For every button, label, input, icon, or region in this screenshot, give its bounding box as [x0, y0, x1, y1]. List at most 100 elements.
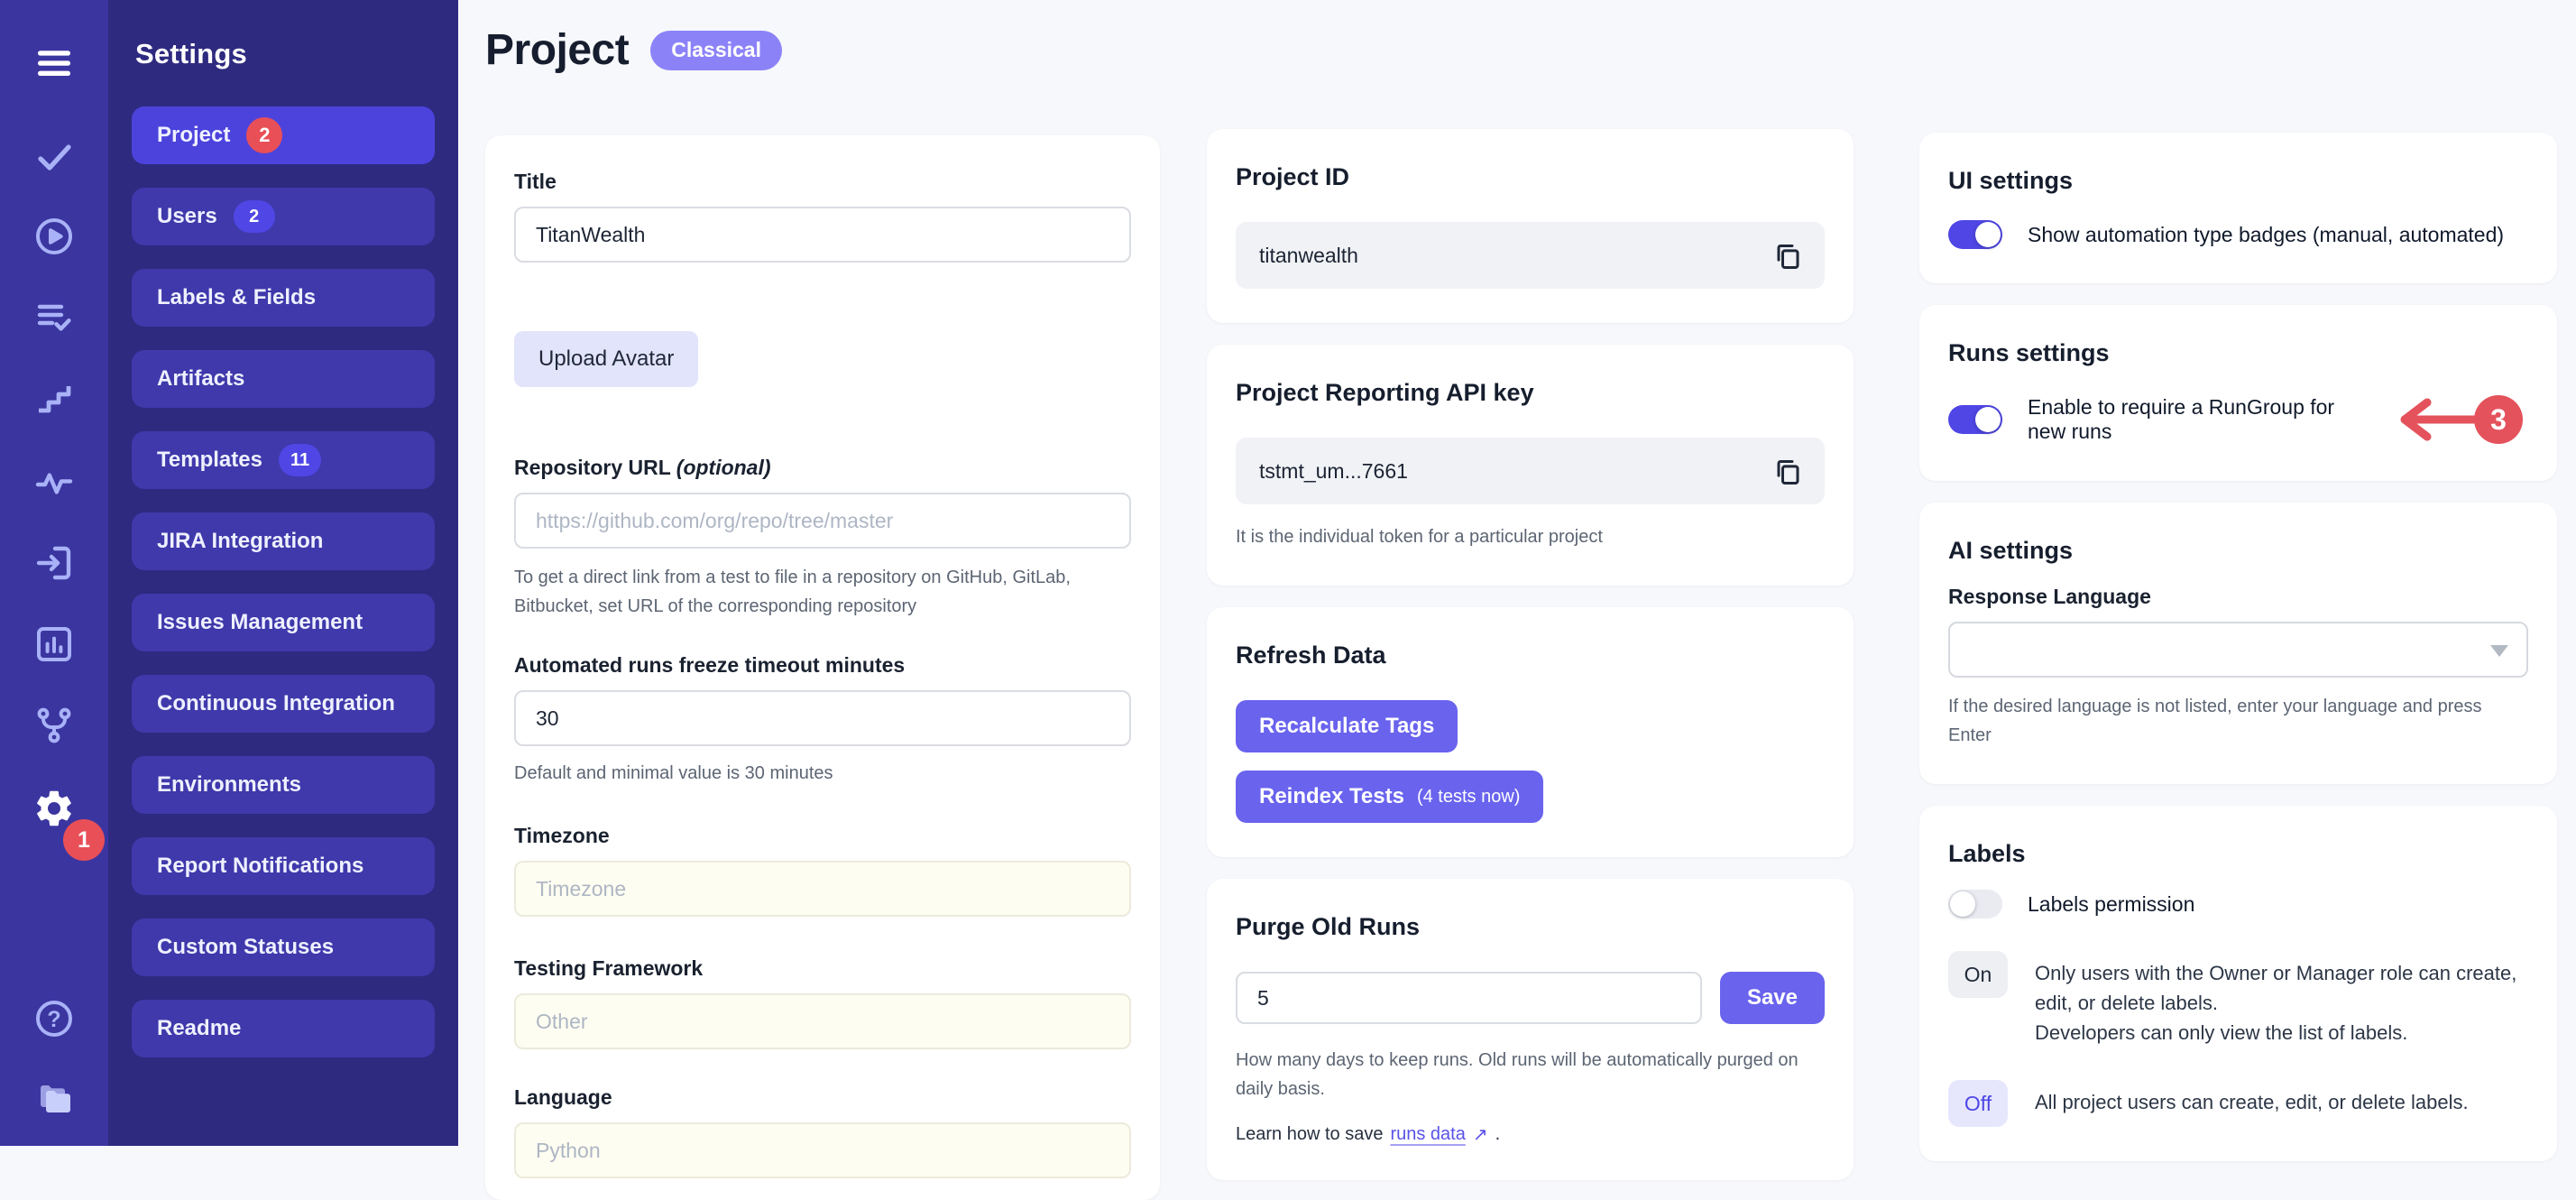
copy-project-id-button[interactable]: [1767, 235, 1807, 275]
sidebar-item-labels-fields[interactable]: Labels & Fields: [132, 269, 435, 327]
refresh-data-card: Refresh Data Recalculate Tags Reindex Te…: [1207, 607, 1854, 857]
icon-rail: 1 ?: [0, 0, 108, 1146]
testing-framework-input[interactable]: [514, 993, 1131, 1049]
sidebar-item-templates[interactable]: Templates 11: [132, 431, 435, 489]
sidebar-item-issues-management[interactable]: Issues Management: [132, 594, 435, 651]
off-badge: Off: [1948, 1080, 2008, 1127]
settings-gear-icon[interactable]: [32, 787, 76, 830]
sidebar-item-label: Templates: [157, 448, 262, 472]
runs-data-link[interactable]: runs data: [1390, 1124, 1466, 1144]
rungroup-row: Enable to require a RunGroup for new run…: [1948, 392, 2528, 447]
projects-folder-icon[interactable]: [32, 1078, 76, 1122]
sidebar-item-project[interactable]: Project 2: [132, 106, 435, 164]
ui-settings-heading: UI settings: [1948, 167, 2074, 194]
settings-menu: Project 2 Users 2 Labels & Fields Artifa…: [132, 106, 435, 1057]
freeze-timeout-input[interactable]: [514, 690, 1131, 746]
sidebar-item-continuous-integration[interactable]: Continuous Integration: [132, 675, 435, 733]
recalculate-tags-button[interactable]: Recalculate Tags: [1236, 700, 1458, 752]
refresh-data-heading: Refresh Data: [1236, 642, 1386, 669]
column-right: UI settings Show automation type badges …: [1919, 133, 2557, 1161]
copy-icon: [1777, 245, 1799, 269]
templates-count-badge: 11: [278, 444, 322, 476]
settings-sidebar: Settings Project 2 Users 2 Labels & Fiel…: [108, 0, 458, 1146]
rungroup-label: Enable to require a RunGroup for new run…: [2028, 395, 2335, 443]
external-link-icon: ↗: [1472, 1125, 1488, 1145]
runs-play-icon[interactable]: [32, 215, 76, 258]
timezone-input[interactable]: [514, 861, 1131, 917]
sidebar-item-users[interactable]: Users 2: [132, 188, 435, 245]
optional-hint: (optional): [676, 456, 771, 479]
labels-permission-row: Labels permission: [1948, 890, 2528, 918]
repository-url-input[interactable]: [514, 493, 1131, 549]
reports-bar-chart-icon[interactable]: [32, 623, 76, 666]
project-id-heading: Project ID: [1236, 163, 1350, 190]
sidebar-item-label: Environments: [157, 772, 302, 797]
sidebar-item-label: Artifacts: [157, 366, 245, 391]
sidebar-item-custom-statuses[interactable]: Custom Statuses: [132, 918, 435, 976]
sidebar-item-readme[interactable]: Readme: [132, 1000, 435, 1057]
column-left: Title Upload Avatar Repository URL (opti…: [485, 135, 1160, 1200]
ai-settings-card: AI settings Response Language If the des…: [1919, 503, 2557, 784]
git-branch-icon[interactable]: [32, 704, 76, 747]
sidebar-item-label: Project: [157, 123, 231, 147]
users-count-badge: 2: [233, 200, 275, 233]
labels-off-description: All project users can create, edit, or d…: [2035, 1091, 2469, 1113]
tests-check-icon[interactable]: [32, 135, 76, 179]
title-input[interactable]: [514, 207, 1131, 263]
api-key-value: tstmt_um...7661: [1259, 458, 1408, 483]
runs-settings-card: Runs settings Enable to require a RunGro…: [1919, 305, 2557, 481]
chevron-down-icon: [2490, 645, 2508, 657]
sign-in-icon[interactable]: [32, 541, 76, 585]
sidebar-item-label: Readme: [157, 1016, 242, 1040]
purge-old-runs-card: Purge Old Runs Save How many days to kee…: [1207, 879, 1854, 1180]
upload-avatar-button[interactable]: Upload Avatar: [514, 331, 699, 387]
automation-badges-row: Show automation type badges (manual, aut…: [1948, 220, 2528, 249]
copy-api-key-button[interactable]: [1767, 451, 1807, 491]
labels-on-description: Only users with the Owner or Manager rol…: [2035, 962, 2517, 1044]
sidebar-title: Settings: [135, 38, 247, 69]
language-input[interactable]: [514, 1122, 1131, 1178]
page-header: Project Classical: [485, 25, 782, 75]
copy-icon: [1777, 460, 1799, 485]
automation-badges-label: Show automation type badges (manual, aut…: [2028, 222, 2505, 246]
annotation-arrow-3: 3: [2400, 395, 2523, 444]
api-key-heading: Project Reporting API key: [1236, 379, 1534, 406]
ui-settings-card: UI settings Show automation type badges …: [1919, 133, 2557, 283]
test-plans-list-icon[interactable]: [32, 296, 76, 339]
hamburger-menu-icon[interactable]: [32, 42, 76, 85]
sidebar-item-environments[interactable]: Environments: [132, 756, 435, 814]
runs-settings-heading: Runs settings: [1948, 339, 2110, 366]
purge-heading: Purge Old Runs: [1236, 913, 1421, 940]
runs-data-link-line: Learn how to save runs data ↗ .: [1236, 1124, 1501, 1145]
response-language-select[interactable]: [1948, 622, 2528, 678]
rungroup-toggle[interactable]: [1948, 405, 2002, 434]
timezone-label: Timezone: [514, 824, 610, 847]
ai-settings-heading: AI settings: [1948, 537, 2074, 564]
testing-framework-label: Testing Framework: [514, 956, 704, 980]
milestones-steps-icon[interactable]: [32, 377, 76, 420]
sidebar-item-label: Report Notifications: [157, 854, 364, 878]
sidebar-item-report-notifications[interactable]: Report Notifications: [132, 837, 435, 895]
purge-days-input[interactable]: [1236, 972, 1702, 1024]
sidebar-item-label: Issues Management: [157, 610, 363, 634]
project-type-badge: Classical: [650, 30, 782, 70]
project-form-card: Title Upload Avatar Repository URL (opti…: [485, 135, 1160, 1200]
sidebar-item-label: JIRA Integration: [157, 529, 324, 553]
response-language-help: If the desired language is not listed, e…: [1948, 697, 2482, 745]
column-middle: Project ID titanwealth Project Reporting…: [1207, 129, 1854, 1180]
sidebar-item-artifacts[interactable]: Artifacts: [132, 350, 435, 408]
response-language-label: Response Language: [1948, 585, 2151, 608]
pulse-activity-icon[interactable]: [32, 460, 76, 503]
automation-badges-toggle[interactable]: [1948, 220, 2002, 249]
labels-permission-toggle[interactable]: [1948, 890, 2002, 918]
project-id-field: titanwealth: [1236, 222, 1825, 289]
freeze-timeout-help: Default and minimal value is 30 minutes: [514, 763, 833, 783]
api-key-card: Project Reporting API key tstmt_um...766…: [1207, 345, 1854, 586]
sidebar-item-label: Labels & Fields: [157, 285, 317, 309]
purge-save-button[interactable]: Save: [1719, 972, 1825, 1024]
sidebar-item-jira-integration[interactable]: JIRA Integration: [132, 512, 435, 570]
reindex-tests-button[interactable]: Reindex Tests (4 tests now): [1236, 771, 1544, 823]
help-icon[interactable]: ?: [32, 997, 76, 1040]
svg-text:3: 3: [2490, 403, 2507, 436]
api-key-field: tstmt_um...7661: [1236, 438, 1825, 504]
